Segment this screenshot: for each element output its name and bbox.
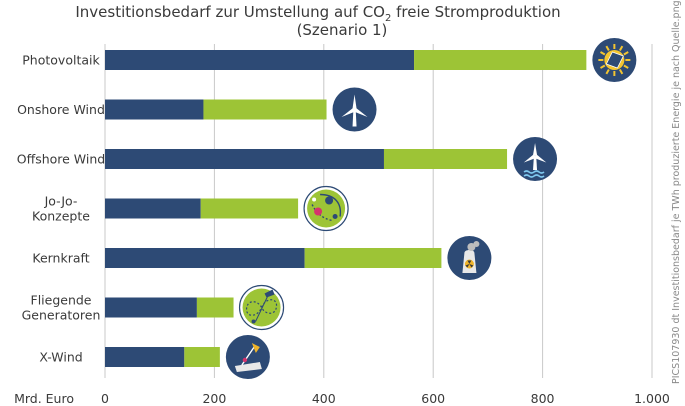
wind-turbine-icon xyxy=(333,88,377,132)
bar-segment-light xyxy=(384,149,507,169)
bar-segment-light xyxy=(414,50,586,70)
x-tick-label: 800 xyxy=(531,391,555,406)
category-label: Fliegende Generatoren xyxy=(22,293,101,323)
x-tick-label: 1.000 xyxy=(634,391,670,406)
bar-segment-light xyxy=(203,100,326,120)
category-label: Jo-Jo-Konzepte xyxy=(32,194,90,224)
bar-segment-dark xyxy=(105,50,414,70)
x-tick-label: 600 xyxy=(421,391,445,406)
flying-generator-icon xyxy=(240,286,284,330)
bar-segment-dark xyxy=(105,248,305,268)
image-credit: PICS107930 dt Investitionsbedarf je TWh … xyxy=(671,0,682,384)
category-label: Photovoltaik xyxy=(22,53,100,68)
bar-segment-light xyxy=(201,199,298,219)
x-tick-label: 400 xyxy=(312,391,336,406)
category-label: X-Wind xyxy=(39,350,82,365)
bar-segment-dark xyxy=(105,298,197,318)
nuclear-plant-icon xyxy=(447,236,491,280)
category-labels: Photovoltaik Onshore Wind Offshore Wind Jo-… xyxy=(17,53,105,365)
sun-panel-icon xyxy=(592,38,636,82)
bar-segment-dark xyxy=(105,199,201,219)
x-wind-icon xyxy=(226,335,270,379)
category-label: Kernkraft xyxy=(32,251,89,266)
bar-segment-light xyxy=(197,298,234,318)
chart-subtitle: (Szenario 1) xyxy=(297,21,388,39)
category-label: Onshore Wind xyxy=(17,102,105,117)
bar-segment-dark xyxy=(105,347,184,367)
bar-segment-light xyxy=(305,248,442,268)
x-tick-label: 200 xyxy=(202,391,226,406)
x-tick-label: 0 xyxy=(101,391,109,406)
bar-segment-light xyxy=(184,347,220,367)
x-axis-ticks: 0 200 400 600 800 1.000 xyxy=(101,391,670,406)
x-axis-label: Mrd. Euro xyxy=(14,391,74,406)
bar-segment-dark xyxy=(105,100,203,120)
bar-segment-dark xyxy=(105,149,384,169)
category-label: Offshore Wind xyxy=(17,152,105,167)
yoyo-concept-icon xyxy=(304,187,348,231)
offshore-wind-turbine-icon xyxy=(513,137,557,181)
